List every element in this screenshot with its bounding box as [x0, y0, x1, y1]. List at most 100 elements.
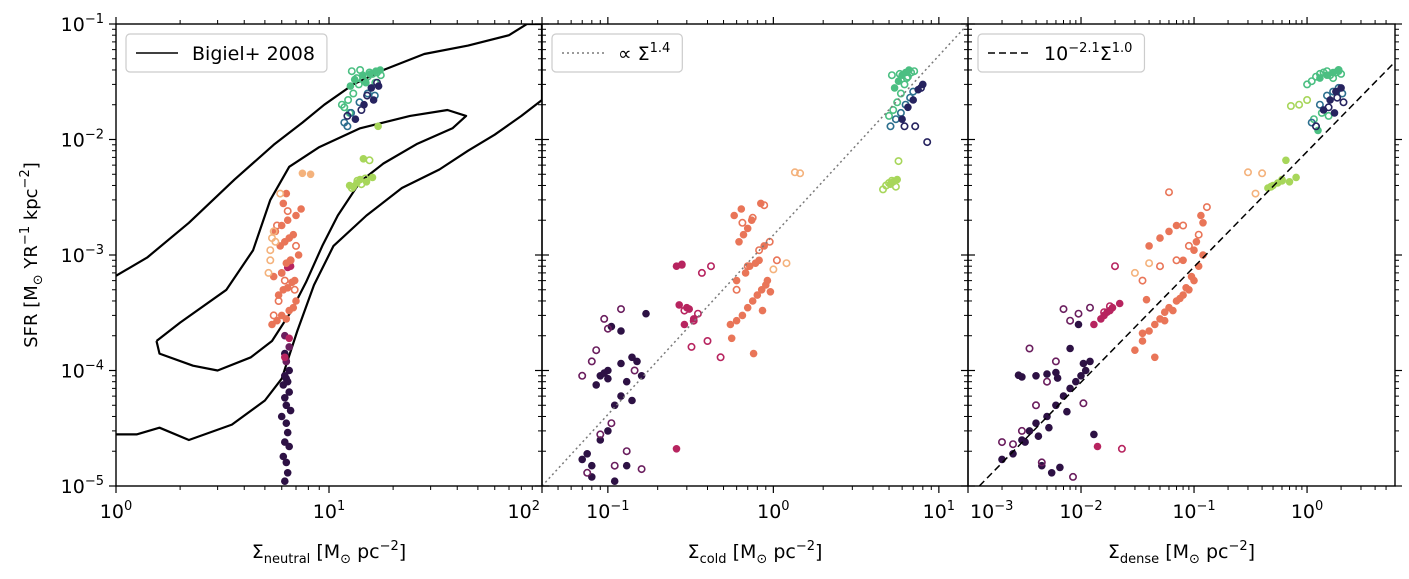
data-point — [298, 169, 307, 178]
data-point — [279, 199, 288, 208]
data-point-hollow — [887, 71, 896, 80]
data-point-hollow — [637, 465, 646, 474]
legend-box — [551, 33, 683, 73]
data-point — [271, 227, 280, 236]
data-point-hollow — [894, 157, 903, 166]
data-point-hollow — [357, 106, 366, 115]
y-tick-label: 10−1 — [61, 12, 104, 36]
data-point — [292, 211, 300, 220]
data-point — [617, 359, 625, 368]
data-point — [1179, 256, 1187, 265]
data-point-hollow — [1111, 262, 1120, 271]
data-point — [1034, 432, 1043, 441]
data-point — [1334, 67, 1343, 75]
data-point-hollow — [893, 98, 902, 107]
data-point-hollow — [1025, 344, 1034, 353]
data-point — [1086, 357, 1094, 366]
data-point — [1053, 374, 1062, 382]
data-point — [1131, 346, 1139, 355]
data-point — [376, 66, 385, 74]
data-point — [1115, 299, 1124, 308]
data-point — [745, 262, 754, 271]
data-point-hollow — [266, 256, 275, 265]
data-point — [680, 320, 689, 329]
data-point — [1314, 126, 1322, 135]
data-point — [294, 251, 303, 259]
data-point — [1316, 74, 1324, 82]
data-point — [741, 269, 750, 277]
data-point — [1330, 109, 1339, 117]
data-point — [283, 469, 292, 477]
x-tick-label: 101 — [923, 499, 955, 523]
data-point-hollow — [1156, 262, 1165, 271]
legend-box — [125, 33, 328, 73]
legend-label: 10−2.1Σ1.0 — [1044, 41, 1132, 65]
data-point-hollow — [1069, 472, 1078, 481]
data-point-hollow — [1312, 122, 1321, 131]
data-point-hollow — [1051, 357, 1060, 366]
legend-label: Bigiel+ 2008 — [192, 43, 315, 65]
data-point-hollow — [290, 285, 299, 294]
data-point-hollow — [607, 419, 616, 428]
y-tick-label: 10−2 — [61, 128, 104, 152]
data-point — [1077, 372, 1085, 380]
data-point — [292, 297, 300, 305]
data-point — [285, 343, 294, 351]
data-point — [1145, 327, 1153, 335]
data-point — [362, 78, 370, 87]
data-point-hollow — [616, 305, 625, 314]
data-point-hollow — [790, 168, 799, 177]
data-point-hollow — [1165, 188, 1174, 197]
data-point-hollow — [1295, 100, 1304, 109]
data-point-hollow — [997, 438, 1006, 447]
data-point — [359, 155, 368, 163]
legend-box — [977, 33, 1146, 73]
data-point — [766, 288, 775, 296]
data-point — [1292, 173, 1300, 182]
data-point-hollow — [1184, 241, 1193, 250]
plot-area — [116, 24, 542, 486]
x-tick-label: 10−3 — [970, 499, 1013, 523]
data-point-hollow — [610, 461, 619, 470]
data-point-hollow — [1267, 182, 1276, 191]
data-point — [672, 445, 681, 453]
data-point — [1138, 329, 1147, 338]
data-point — [755, 256, 763, 265]
data-point — [628, 353, 636, 362]
data-point-hollow — [344, 96, 353, 105]
data-point — [281, 438, 289, 446]
data-point-hollow — [343, 111, 352, 120]
data-point-hollow — [363, 91, 372, 100]
data-point-hollow — [1079, 399, 1088, 408]
data-point-hollow — [1032, 401, 1041, 410]
data-point — [366, 70, 374, 78]
data-point — [274, 291, 283, 299]
data-point-hollow — [1333, 93, 1342, 102]
data-point — [583, 450, 591, 458]
data-point — [283, 428, 292, 437]
data-point — [628, 396, 636, 405]
inner-contour — [155, 108, 468, 372]
data-point-hollow — [272, 221, 281, 230]
data-point-hollow — [706, 262, 715, 271]
data-point — [753, 291, 762, 299]
data-point — [1156, 234, 1164, 242]
data-point — [1165, 227, 1173, 236]
data-point — [749, 349, 758, 358]
data-point-hollow — [271, 237, 280, 246]
data-point-hollow — [911, 122, 920, 131]
data-point — [281, 394, 289, 402]
data-point — [633, 357, 641, 366]
data-point — [282, 458, 291, 467]
data-point-hollow — [603, 324, 612, 333]
data-point — [637, 372, 646, 380]
data-point-hollow — [796, 169, 805, 178]
data-point — [281, 477, 289, 486]
data-point — [1032, 372, 1040, 380]
data-point — [1009, 450, 1017, 458]
data-point — [739, 230, 748, 239]
data-point — [604, 427, 612, 435]
data-point-hollow — [782, 259, 791, 268]
data-point-hollow — [365, 156, 374, 165]
data-point — [368, 173, 377, 182]
